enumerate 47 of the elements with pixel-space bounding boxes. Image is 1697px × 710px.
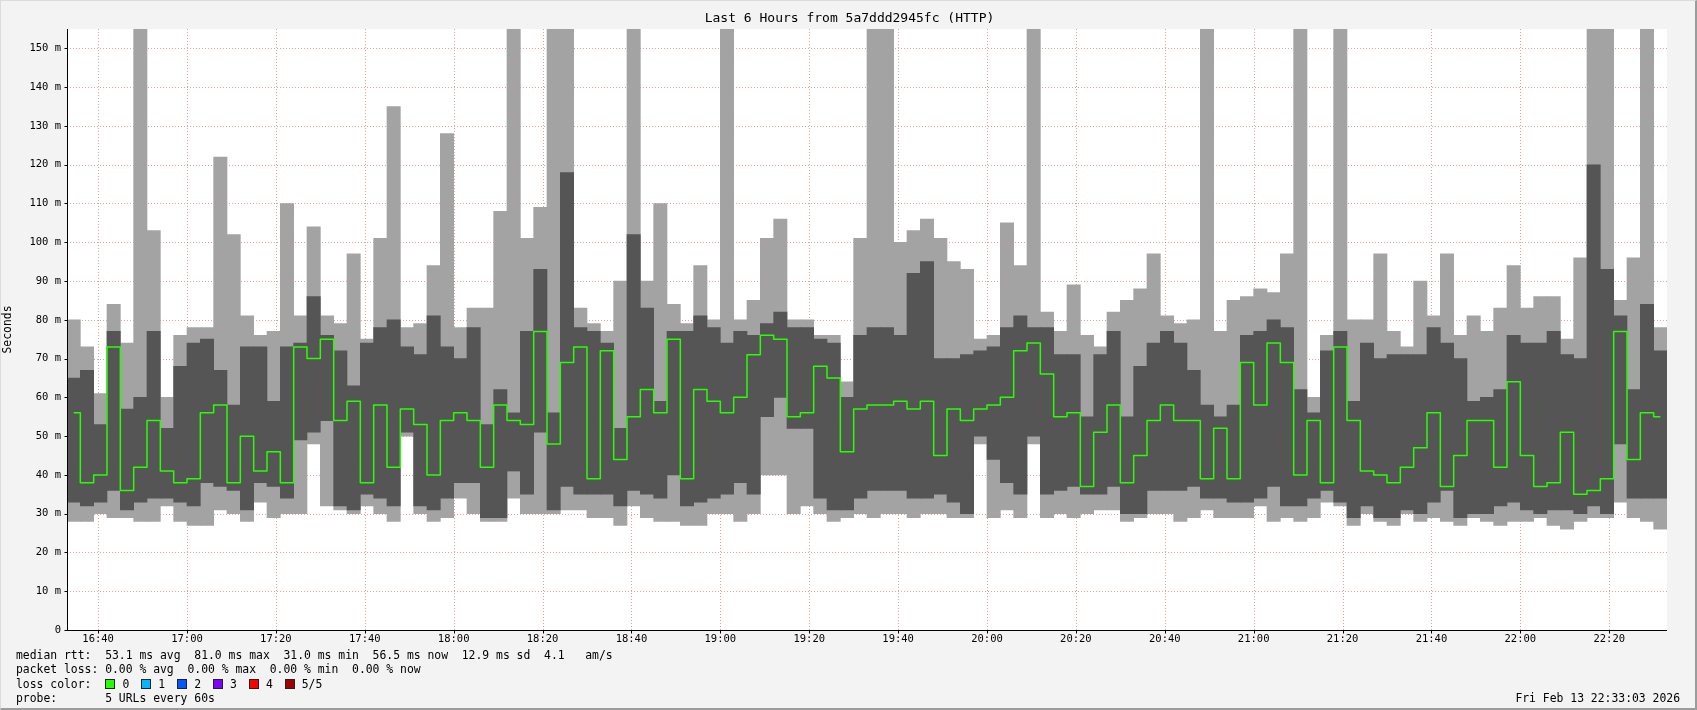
y-tick-label: 40 m [35,467,61,480]
x-tick-label: 20:00 [971,632,1003,645]
text: packet loss: 0.00 % avg 0.00 % max 0.00 % min 0.00 % now [16,662,422,677]
x-tick-label: 20:20 [1060,632,1092,645]
y-tick-label: 90 m [35,273,61,286]
y-tick-label: 30 m [35,506,61,519]
x-tick-label: 16:40 [82,632,114,645]
text: probe: 5 URLs every 60s [16,690,215,705]
y-tick-label: 130 m [29,118,61,131]
x-tick-label: 17:40 [348,632,381,645]
legend-title: loss color: [16,676,92,691]
x-tick-label: 18:00 [437,632,470,645]
chart-title: Last 6 Hours from 5a7ddd2945fc (HTTP) [704,10,995,26]
legend-label: 4 [265,676,273,691]
y-tick-label: 80 m [35,312,61,325]
legend-label: 2 [194,676,202,691]
x-tick-label: 22:20 [1593,632,1626,645]
text: median rtt: 53.1 ms avg 81.0 ms max 31.0 ms min 56.5 ms now 12.9 ms sd 4.1 am/s [16,648,614,663]
x-tick-label: 19:00 [704,632,737,645]
y-tick-label: 50 m [35,428,61,441]
y-axis-title: Seconds [0,305,14,354]
text: Fri Feb 13 22:33:03 2026 [1515,690,1680,706]
x-tick-label: 17:20 [260,632,292,645]
y-tick-label: 110 m [29,196,61,209]
y-tick-label: 100 m [29,234,61,247]
y-tick-label: 150 m [29,41,61,54]
legend-label: 3 [230,676,237,691]
x-tick-label: 19:40 [882,632,914,645]
x-tick-label: 18:20 [526,632,559,645]
x-tick-label: 20:40 [1148,632,1181,645]
x-tick-label: 18:40 [615,632,648,645]
y-tick-label: 120 m [29,157,61,170]
x-tick-label: 21:40 [1415,632,1448,645]
y-tick-label: 70 m [35,351,61,364]
y-tick-label: 20 m [35,545,61,558]
y-tick-label: 0 [54,622,61,635]
x-tick-label: 19:20 [793,632,826,645]
legend-label: 1 [158,676,166,691]
x-tick-label: 17:00 [171,632,203,645]
x-tick-label: 21:00 [1237,632,1270,645]
legend-label: 5/5 [301,676,323,691]
y-tick-label: 140 m [29,79,61,92]
y-tick-label: 10 m [35,583,61,596]
x-tick-label: 22:00 [1504,632,1537,645]
x-tick-label: 21:20 [1326,632,1359,645]
legend-label: 0 [122,676,130,691]
y-tick-label: 60 m [35,390,61,403]
